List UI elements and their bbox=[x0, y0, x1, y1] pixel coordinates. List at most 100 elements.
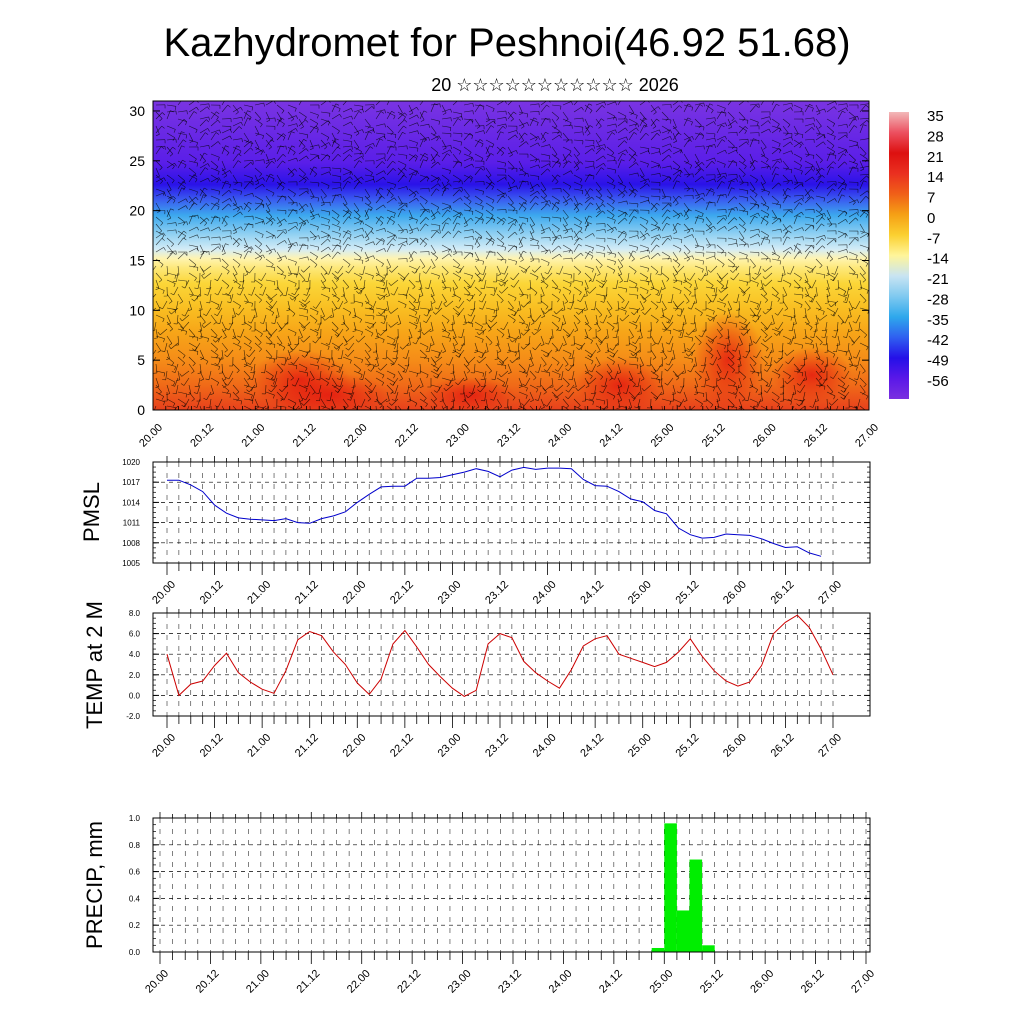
wind-barb-flag bbox=[656, 319, 659, 324]
wind-barb-flag bbox=[581, 190, 584, 195]
wind-barb-flag bbox=[412, 342, 417, 345]
wind-barb bbox=[859, 165, 869, 169]
wind-barb bbox=[375, 258, 384, 265]
wind-barb-flag bbox=[335, 103, 340, 106]
wind-barb bbox=[276, 160, 283, 169]
wind-barb-flag bbox=[278, 182, 282, 185]
wind-barb bbox=[188, 258, 197, 265]
wind-barb-flag bbox=[699, 104, 704, 107]
wind-barb-flag bbox=[531, 224, 535, 227]
wind-barb-flag bbox=[557, 228, 560, 233]
wind-barb bbox=[826, 181, 837, 183]
wind-barb bbox=[309, 181, 319, 184]
wind-barb bbox=[846, 286, 850, 296]
wind-barb bbox=[188, 272, 197, 279]
wind-barb-flag bbox=[856, 142, 858, 147]
wind-barb bbox=[271, 300, 278, 309]
wind-barb-flag bbox=[844, 185, 847, 189]
wind-barb bbox=[166, 110, 176, 113]
wind-barb-flag bbox=[691, 136, 694, 140]
wind-barb-flag bbox=[244, 273, 248, 276]
wind-barb-flag bbox=[733, 301, 737, 304]
wind-barb bbox=[232, 121, 242, 127]
wind-barb-flag bbox=[808, 300, 813, 303]
wind-barb-flag bbox=[355, 339, 359, 343]
wind-barb bbox=[397, 112, 405, 120]
wind-barb bbox=[595, 202, 601, 211]
wind-barb bbox=[562, 228, 572, 232]
wind-barb bbox=[155, 238, 163, 246]
wind-barb bbox=[837, 153, 844, 162]
wind-barb-flag bbox=[369, 146, 374, 149]
wind-barb-flag bbox=[322, 287, 326, 290]
wind-barb bbox=[507, 314, 516, 321]
wind-barb-flag bbox=[257, 118, 262, 122]
wind-barb bbox=[529, 164, 539, 169]
wind-barb-flag bbox=[746, 197, 749, 202]
wind-barb-flag bbox=[756, 283, 759, 287]
wind-barb bbox=[430, 118, 440, 122]
wind-barb-flag bbox=[171, 243, 174, 247]
wind-barb bbox=[848, 238, 856, 246]
wind-barb bbox=[243, 117, 248, 127]
wind-barb bbox=[644, 307, 652, 315]
wind-barb bbox=[551, 293, 560, 300]
wind-barb bbox=[793, 293, 803, 296]
wind-barb bbox=[518, 111, 528, 115]
wind-barb-flag bbox=[544, 201, 548, 205]
wind-barb bbox=[496, 110, 506, 113]
wind-barb-flag bbox=[844, 210, 848, 214]
wind-barb bbox=[197, 279, 201, 289]
wind-barb-flag bbox=[645, 132, 649, 136]
wind-barb bbox=[592, 272, 597, 282]
wind-barb bbox=[672, 125, 680, 133]
wind-barb-flag bbox=[725, 194, 727, 198]
wind-barb-flag bbox=[259, 322, 264, 324]
wind-barb bbox=[243, 104, 253, 108]
wind-barb bbox=[199, 251, 209, 253]
wind-barb-flag bbox=[558, 318, 561, 323]
wind-barb bbox=[276, 154, 284, 162]
wind-barb bbox=[474, 166, 484, 169]
wind-barb bbox=[826, 139, 835, 146]
wind-barb bbox=[793, 244, 801, 252]
wind-barb bbox=[353, 125, 360, 134]
wind-barb-flag bbox=[857, 199, 859, 204]
wind-barb bbox=[451, 321, 454, 331]
wind-barb bbox=[562, 198, 571, 204]
wind-barb-flag bbox=[762, 182, 766, 185]
wind-barb bbox=[639, 178, 649, 183]
wind-barb bbox=[287, 131, 292, 141]
wind-barb-flag bbox=[322, 317, 326, 321]
wind-barb bbox=[430, 211, 439, 218]
wind-barb bbox=[243, 335, 252, 342]
wind-barb bbox=[727, 160, 734, 169]
wind-barb-flag bbox=[412, 286, 416, 290]
wind-barb bbox=[309, 188, 315, 198]
wind-barb bbox=[375, 237, 385, 242]
wind-barb-flag bbox=[296, 123, 298, 128]
wind-barb bbox=[529, 111, 539, 113]
wind-barb-flag bbox=[282, 195, 286, 199]
wind-barb-flag bbox=[241, 138, 243, 143]
wind-barb bbox=[386, 160, 393, 169]
wind-barb-flag bbox=[770, 323, 775, 325]
wind-barb bbox=[479, 328, 487, 336]
wind-barb bbox=[397, 104, 403, 113]
wind-barb bbox=[573, 161, 581, 169]
wind-barb-flag bbox=[491, 186, 494, 190]
wind-barb-flag bbox=[680, 212, 683, 217]
wind-barb bbox=[595, 228, 605, 232]
wind-barb bbox=[584, 118, 590, 128]
wind-barb bbox=[628, 162, 637, 169]
wind-barb bbox=[771, 314, 775, 324]
wind-barb-flag bbox=[592, 268, 594, 273]
wind-barb bbox=[408, 237, 418, 240]
wind-barb-flag bbox=[779, 218, 782, 223]
wind-barb bbox=[408, 279, 416, 287]
wind-barb bbox=[441, 108, 451, 113]
wind-barb-flag bbox=[597, 210, 601, 213]
wind-barb-flag bbox=[756, 203, 760, 207]
wind-barb bbox=[738, 138, 748, 141]
wind-barb-flag bbox=[722, 287, 726, 290]
